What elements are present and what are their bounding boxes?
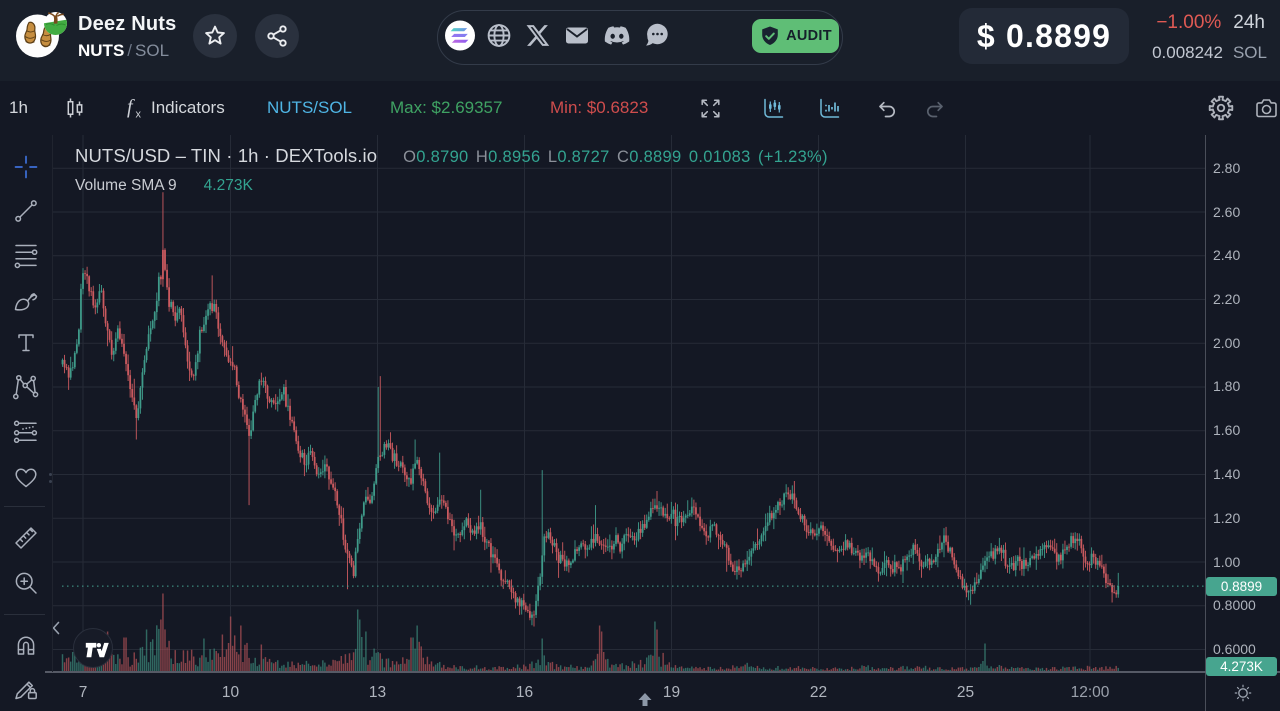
svg-text:f: f [127, 96, 135, 118]
svg-text:x: x [136, 109, 142, 121]
